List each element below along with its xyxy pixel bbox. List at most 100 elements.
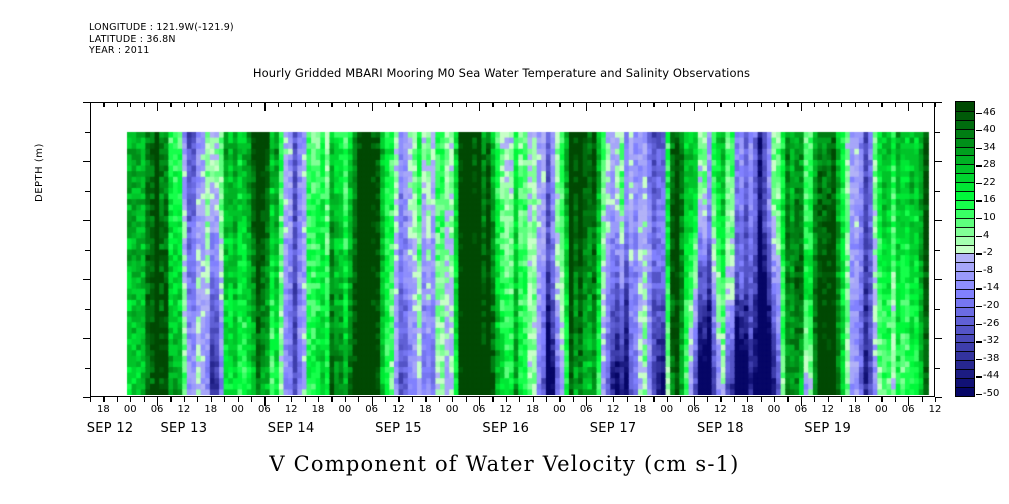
- axis-tick: [371, 102, 373, 111]
- axis-tick: [183, 102, 186, 107]
- axis-tick: [814, 397, 816, 402]
- axis-tick: [935, 338, 942, 340]
- time-axis-hour-label: 06: [687, 404, 700, 415]
- colorbar-band: [956, 128, 974, 138]
- axis-tick: [559, 397, 561, 402]
- time-axis-day-label: SEP 13: [160, 421, 208, 436]
- axis-tick: [720, 397, 722, 402]
- axis-tick: [90, 397, 92, 402]
- axis-tick: [318, 102, 320, 107]
- colorbar-tick: [976, 147, 982, 150]
- station-metadata: LONGITUDE : 121.9W(-121.9) LATITUDE : 36…: [89, 22, 234, 57]
- colorbar-band: [956, 119, 974, 129]
- time-axis-hour-label: 06: [365, 404, 379, 415]
- time-axis-hour-label: 18: [311, 404, 325, 415]
- time-axis-day-label: SEP 16: [482, 421, 530, 436]
- colorbar-label: -44: [983, 370, 1000, 382]
- axis-tick: [935, 249, 940, 251]
- axis-tick: [318, 397, 320, 402]
- colorbar-band: [956, 164, 974, 174]
- axis-tick: [935, 102, 942, 104]
- axis-tick: [277, 102, 279, 107]
- axis-tick: [867, 397, 870, 402]
- axis-tick: [465, 397, 467, 402]
- axis-tick: [83, 397, 90, 399]
- axis-tick: [143, 102, 145, 107]
- colorbar-band: [956, 387, 974, 396]
- heatmap-canvas: [91, 103, 933, 395]
- axis-tick: [787, 397, 789, 402]
- axis-tick: [693, 397, 695, 406]
- axis-tick: [425, 397, 427, 402]
- colorbar-band: [956, 253, 974, 263]
- time-axis-hour-label: 18: [740, 404, 754, 415]
- axis-tick: [532, 397, 534, 402]
- year-text: YEAR : 2011: [89, 45, 150, 56]
- axis-tick: [935, 397, 937, 402]
- axis-tick: [116, 397, 118, 402]
- axis-tick: [546, 102, 548, 107]
- colorbar-band: [956, 102, 974, 111]
- time-axis-day-label: SEP 17: [589, 421, 637, 436]
- axis-tick: [827, 102, 829, 107]
- time-axis-day-label: SEP 18: [697, 421, 744, 436]
- axis-tick: [841, 102, 843, 107]
- time-axis-day-label: SEP 12: [86, 421, 134, 436]
- colorbar-band: [956, 360, 974, 370]
- axis-tick: [935, 190, 940, 192]
- axis-tick: [881, 397, 883, 402]
- axis-tick: [264, 397, 266, 406]
- axis-tick: [170, 397, 172, 402]
- colorbar-tick: [976, 218, 982, 220]
- axis-tick: [438, 102, 440, 107]
- chart-title: Hourly Gridded MBARI Mooring M0 Sea Wate…: [0, 66, 1009, 80]
- axis-tick: [854, 102, 856, 107]
- axis-tick: [854, 397, 856, 402]
- axis-tick: [103, 397, 105, 402]
- axis-tick: [237, 397, 239, 402]
- axis-tick: [83, 220, 90, 222]
- axis-tick: [143, 397, 145, 402]
- axis-tick: [666, 102, 668, 107]
- axis-tick: [371, 397, 373, 406]
- axis-tick: [908, 102, 910, 111]
- colorbar-label: 16: [983, 194, 996, 206]
- axis-tick: [344, 102, 347, 107]
- colorbar-band: [956, 306, 974, 316]
- time-axis-hour-label: 18: [204, 404, 218, 415]
- colorbar-tick: [976, 394, 982, 396]
- colorbar-band: [956, 315, 974, 325]
- colorbar-tick: [976, 288, 982, 290]
- time-axis-hour-label: 18: [848, 404, 861, 415]
- axis-tick: [935, 367, 940, 369]
- colorbar-label: -14: [983, 282, 1000, 294]
- axis-tick: [291, 102, 293, 107]
- time-axis-hour-label: 06: [472, 404, 486, 415]
- colorbar-label: 10: [983, 212, 996, 224]
- axis-tick: [425, 102, 427, 107]
- latitude-text: LATITUDE : 36.8N: [89, 33, 176, 45]
- heatmap-plot-area: [90, 102, 935, 397]
- axis-tick: [130, 397, 132, 402]
- time-axis-hour-label: 00: [445, 404, 459, 415]
- time-axis-hour-label: 18: [633, 404, 647, 415]
- axis-tick: [358, 102, 360, 107]
- colorbar-band: [956, 333, 974, 343]
- axis-tick: [250, 102, 253, 107]
- colorbar: [955, 101, 975, 397]
- colorbar-tick: [976, 270, 982, 273]
- axis-tick: [760, 102, 762, 107]
- axis-tick: [103, 102, 105, 107]
- axis-tick: [814, 102, 816, 107]
- axis-tick: [747, 102, 749, 107]
- axis-tick: [908, 397, 910, 406]
- axis-tick: [264, 102, 266, 111]
- axis-tick: [438, 397, 440, 402]
- axis-tick: [224, 102, 226, 107]
- colorbar-band: [956, 280, 974, 290]
- time-axis-hour-label: 18: [418, 404, 432, 415]
- axis-tick: [452, 102, 454, 107]
- colorbar-label: -2: [983, 247, 993, 259]
- time-axis-hour-label: 06: [579, 404, 593, 415]
- time-axis-hour-label: 00: [553, 404, 566, 415]
